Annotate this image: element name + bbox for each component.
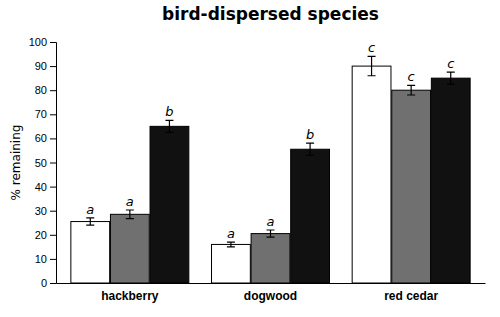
error-bar	[447, 72, 455, 84]
x-tick-label: dogwood	[244, 289, 297, 303]
y-tick: 30	[35, 205, 56, 217]
y-tick: 10	[35, 253, 56, 265]
series	[71, 56, 391, 283]
y-tick-mark	[50, 66, 56, 67]
error-bar	[126, 210, 134, 219]
bar	[291, 149, 330, 283]
y-tick-label: 70	[35, 108, 47, 120]
y-tick: 60	[35, 132, 56, 144]
x-tick: red cedar	[384, 289, 438, 303]
error-bar	[227, 242, 235, 247]
letter-label: a	[227, 226, 235, 241]
y-tick-label: 0	[41, 277, 47, 289]
x-tick-label: hackberry	[101, 289, 159, 303]
letter-label: a	[86, 202, 94, 217]
letter-label: c	[368, 40, 375, 55]
y-tick: 0	[41, 277, 56, 289]
y-tick: 80	[35, 84, 56, 96]
y-tick-label: 10	[35, 253, 47, 265]
letter-label: b	[306, 127, 314, 142]
error-bar	[267, 230, 275, 237]
letter-label: a	[126, 194, 134, 209]
bar	[392, 90, 431, 283]
letter-label: c	[447, 56, 454, 71]
y-tick-mark	[50, 283, 56, 284]
y-tick-mark	[50, 259, 56, 260]
y-axis-title: % remaining	[9, 125, 23, 201]
series	[110, 85, 430, 283]
x-tick-label: red cedar	[384, 289, 438, 303]
y-tick: 50	[35, 157, 56, 169]
letter-label: c	[408, 69, 415, 84]
series	[150, 72, 470, 283]
marks	[71, 56, 470, 283]
bar	[431, 78, 470, 283]
annotations: a a c a a c b b c	[86, 40, 454, 241]
y-tick: 100	[29, 36, 56, 48]
bar	[212, 244, 251, 283]
bar	[352, 66, 391, 283]
y-tick-label: 80	[35, 84, 47, 96]
y-tick-mark	[50, 138, 56, 139]
y-tick: 90	[35, 60, 56, 72]
y-tick-mark	[50, 42, 56, 43]
y-tick: 70	[35, 108, 56, 120]
bar	[150, 126, 189, 283]
y-tick-mark	[50, 211, 56, 212]
y-tick: 40	[35, 181, 56, 193]
bar	[110, 214, 149, 283]
error-bar	[368, 56, 376, 75]
y-tick-label: 20	[35, 229, 47, 241]
plot: 0 10 20 30 40 50 60 70 80 90 100 hackberry dogwood re…	[29, 36, 486, 303]
error-bar	[165, 120, 173, 132]
y-axis-line	[50, 43, 57, 284]
y-tick-label: 30	[35, 205, 47, 217]
bar	[71, 222, 110, 283]
y-axis: 0 10 20 30 40 50 60 70 80 90 100	[29, 36, 57, 289]
x-axis-line	[57, 283, 486, 284]
error-bar	[407, 85, 415, 95]
title: bird-dispersed species	[162, 4, 379, 24]
x-tick: hackberry	[101, 289, 159, 303]
y-tick-mark	[50, 90, 56, 91]
y-tick-mark	[50, 187, 56, 188]
chart: 0 10 20 30 40 50 60 70 80 90 100 hackberry dogwood re…	[0, 0, 500, 317]
y-tick-label: 50	[35, 157, 47, 169]
error-bar	[86, 218, 94, 225]
y-tick-label: 60	[35, 132, 47, 144]
y-tick-mark	[50, 235, 56, 236]
error-bar	[306, 143, 314, 155]
y-tick-label: 100	[29, 36, 47, 48]
x-axis: hackberry dogwood red cedar	[57, 284, 486, 303]
y-tick-mark	[50, 114, 56, 115]
y-tick: 20	[35, 229, 56, 241]
y-tick-label: 40	[35, 181, 47, 193]
x-tick: dogwood	[244, 289, 297, 303]
letter-label: a	[267, 214, 275, 229]
y-tick-mark	[50, 163, 56, 164]
letter-label: b	[165, 104, 173, 119]
bar	[251, 234, 290, 283]
y-tick-label: 90	[35, 60, 47, 72]
